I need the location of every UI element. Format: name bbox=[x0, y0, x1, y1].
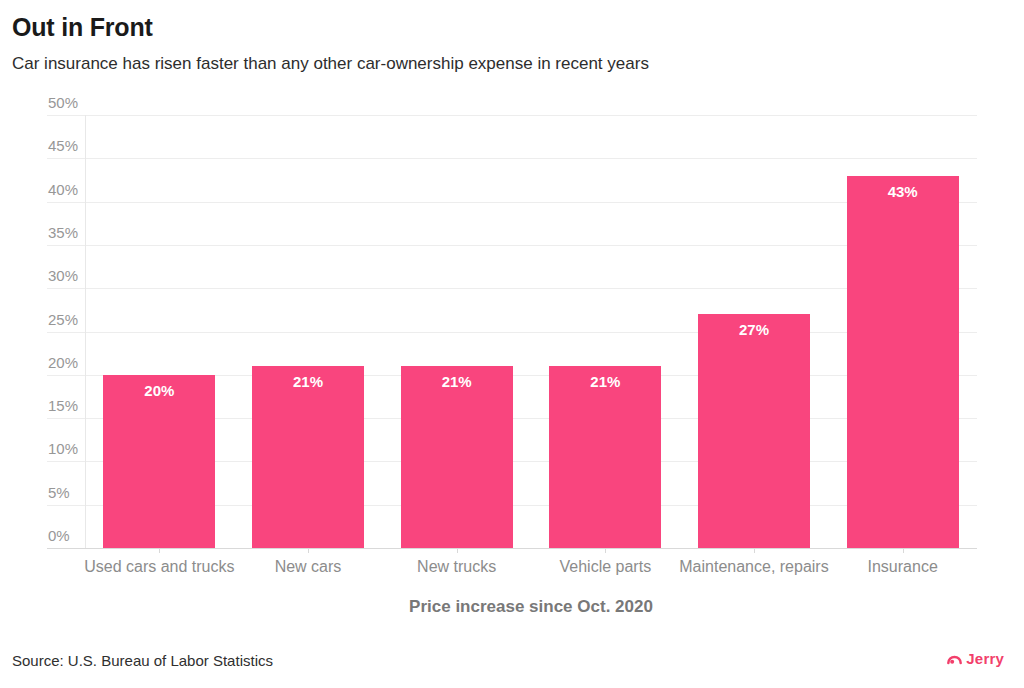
x-category-label: Insurance bbox=[813, 558, 993, 576]
x-axis-tick bbox=[457, 548, 458, 553]
x-axis-tick bbox=[754, 548, 755, 553]
bar-chart-plot-area: 0%5%10%15%20%25%30%35%40%45%50%20%Used c… bbox=[0, 0, 1024, 688]
y-axis-label-20pct: 20% bbox=[48, 354, 78, 375]
y-axis-label-45pct: 45% bbox=[48, 137, 78, 158]
y-axis-label-40pct: 40% bbox=[48, 181, 78, 202]
y-axis-label-5pct: 5% bbox=[48, 484, 70, 505]
y-axis-line bbox=[85, 115, 86, 548]
bar-value-label: 21% bbox=[549, 373, 661, 390]
bar-value-label: 27% bbox=[698, 321, 810, 338]
bar-new-cars: 21% bbox=[252, 366, 364, 548]
bar-value-label: 21% bbox=[401, 373, 513, 390]
bar-used-cars-and-trucks: 20% bbox=[103, 375, 215, 548]
x-axis-tick bbox=[903, 548, 904, 553]
bar-maintenance-repairs: 27% bbox=[698, 314, 810, 548]
y-axis-label-15pct: 15% bbox=[48, 397, 78, 418]
bar-vehicle-parts: 21% bbox=[549, 366, 661, 548]
y-axis-label-35pct: 35% bbox=[48, 224, 78, 245]
x-axis-tick bbox=[605, 548, 606, 553]
chart-page: Out in Front Car insurance has risen fas… bbox=[0, 0, 1024, 688]
jerry-arc-icon bbox=[946, 651, 963, 666]
x-axis-tick bbox=[159, 548, 160, 553]
bar-new-trucks: 21% bbox=[401, 366, 513, 548]
brand-logo: Jerry bbox=[946, 650, 1004, 667]
bar-value-label: 21% bbox=[252, 373, 364, 390]
gridline-45pct bbox=[47, 158, 977, 159]
bar-insurance: 43% bbox=[847, 176, 959, 548]
x-axis-tick bbox=[308, 548, 309, 553]
brand-name: Jerry bbox=[966, 650, 1004, 667]
gridline-40pct bbox=[47, 202, 977, 203]
gridline-0pct bbox=[47, 548, 977, 549]
bar-value-label: 43% bbox=[847, 183, 959, 200]
gridline-30pct bbox=[47, 288, 977, 289]
bar-value-label: 20% bbox=[103, 382, 215, 399]
gridline-35pct bbox=[47, 245, 977, 246]
gridline-50pct bbox=[47, 115, 977, 116]
y-axis-label-30pct: 30% bbox=[48, 267, 78, 288]
x-axis-title: Price increase since Oct. 2020 bbox=[85, 597, 977, 617]
y-axis-label-25pct: 25% bbox=[48, 311, 78, 332]
source-attribution: Source: U.S. Bureau of Labor Statistics bbox=[12, 652, 273, 669]
gridline-25pct bbox=[47, 332, 977, 333]
y-axis-label-10pct: 10% bbox=[48, 440, 78, 461]
y-axis-label-0pct: 0% bbox=[48, 527, 70, 548]
y-axis-label-50pct: 50% bbox=[48, 94, 78, 115]
